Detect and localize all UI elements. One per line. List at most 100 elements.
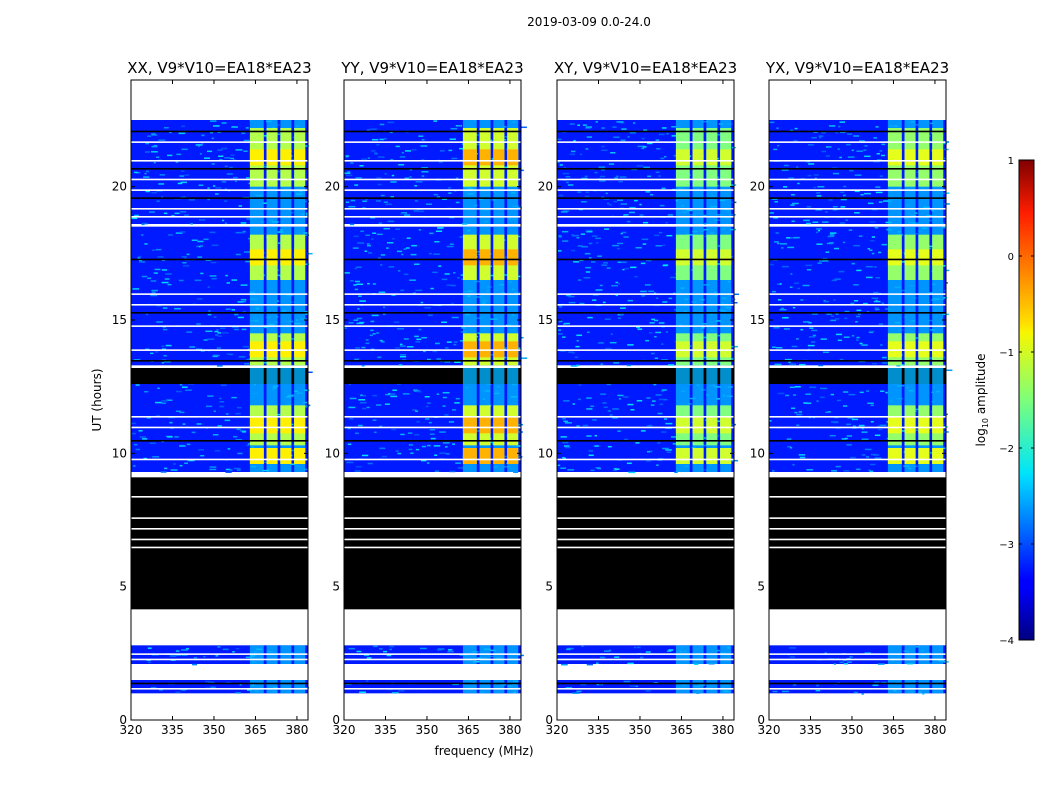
noise-pixel: [145, 190, 150, 193]
noise-pixel: [245, 127, 249, 129]
noise-pixel: [133, 359, 141, 361]
noise-pixel: [585, 126, 593, 128]
rfi-burst-core: [692, 249, 704, 266]
rfi-burst-core: [720, 249, 732, 266]
rfi-band: [507, 226, 519, 366]
rfi-band: [918, 226, 930, 366]
noise-pixel: [200, 142, 204, 144]
noise-pixel: [856, 269, 862, 272]
noise-pixel: [561, 663, 568, 666]
noise-pixel: [615, 281, 619, 284]
noise-pixel: [662, 127, 667, 129]
x-tick-label: 320: [758, 723, 781, 737]
flag-stripe: [769, 293, 946, 295]
noise-pixel: [617, 242, 624, 245]
noise-pixel: [822, 351, 830, 354]
noise-pixel: [180, 170, 185, 172]
noise-pixel: [577, 279, 582, 281]
flag-stripe: [769, 426, 946, 429]
noise-pixel: [610, 333, 613, 335]
noise-pixel: [384, 173, 387, 175]
noise-pixel: [222, 332, 229, 334]
noise-pixel: [231, 396, 237, 399]
rfi-burst-core: [249, 448, 264, 464]
noise-pixel: [830, 393, 835, 396]
noise-pixel: [381, 455, 387, 458]
noise-pixel: [645, 690, 651, 692]
noise-pixel: [399, 156, 406, 158]
noise-pixel: [646, 450, 650, 453]
noise-pixel: [839, 156, 842, 159]
noise-pixel: [169, 421, 173, 424]
noise-pixel: [648, 331, 653, 334]
noise-pixel: [651, 352, 655, 355]
noise-pixel: [421, 171, 429, 173]
noise-pixel: [238, 356, 246, 358]
noise-pixel: [161, 400, 168, 402]
noise-pixel: [355, 432, 359, 435]
noise-pixel: [154, 351, 159, 353]
noise-pixel: [855, 321, 858, 323]
noise-pixel: [411, 244, 417, 247]
noise-pixel: [163, 212, 168, 215]
noise-pixel: [200, 350, 205, 352]
rfi-burst-core: [932, 448, 944, 464]
noise-pixel: [885, 391, 888, 394]
noise-pixel: [150, 687, 157, 689]
x-tick-label: 350: [203, 723, 226, 737]
noise-pixel: [703, 356, 707, 359]
noise-pixel: [208, 681, 215, 684]
noise-pixel: [156, 321, 163, 323]
noise-pixel: [179, 175, 185, 177]
noise-pixel: [856, 150, 863, 152]
noise-pixel: [262, 469, 269, 472]
noise-pixel: [423, 350, 426, 353]
noise-pixel: [798, 411, 802, 413]
noise-pixel: [401, 253, 404, 256]
noise-pixel: [454, 361, 461, 363]
noise-pixel: [520, 126, 527, 129]
noise-pixel: [451, 316, 459, 319]
noise-pixel: [662, 244, 666, 246]
y-tick-label: 0: [332, 713, 340, 727]
flag-stripe: [557, 538, 734, 541]
noise-pixel: [599, 656, 606, 659]
noise-pixel: [365, 342, 370, 345]
noise-pixel: [246, 359, 253, 361]
flag-stripe: [131, 349, 308, 351]
noise-pixel: [817, 185, 825, 188]
noise-pixel: [489, 441, 496, 444]
noise-pixel: [637, 328, 643, 330]
flag-stripe: [344, 325, 521, 327]
noise-pixel: [157, 387, 160, 390]
flag-stripe: [557, 688, 734, 690]
noise-pixel: [565, 687, 573, 689]
noise-pixel: [418, 135, 424, 137]
noise-pixel: [276, 304, 281, 307]
noise-pixel: [875, 126, 879, 128]
noise-pixel: [878, 323, 884, 325]
noise-pixel: [866, 276, 873, 279]
noise-pixel: [427, 402, 431, 404]
x-tick-label: 335: [799, 723, 822, 737]
noise-pixel: [291, 423, 294, 426]
noise-pixel: [303, 389, 310, 392]
noise-pixel: [235, 647, 240, 650]
noise-pixel: [875, 299, 878, 302]
noise-pixel: [147, 135, 151, 137]
flag-stripe: [344, 197, 521, 199]
noise-pixel: [596, 242, 599, 244]
noise-pixel: [662, 301, 668, 303]
noise-pixel: [243, 139, 250, 142]
flagged-block: [131, 477, 308, 610]
noise-pixel: [790, 273, 793, 275]
rfi-burst-core: [706, 149, 718, 166]
noise-pixel: [869, 221, 876, 223]
noise-pixel: [809, 386, 817, 389]
noise-pixel: [436, 393, 440, 395]
noise-pixel: [623, 236, 629, 238]
noise-pixel: [303, 145, 310, 147]
noise-pixel: [414, 335, 419, 338]
noise-pixel: [874, 434, 881, 437]
noise-pixel: [846, 444, 852, 446]
